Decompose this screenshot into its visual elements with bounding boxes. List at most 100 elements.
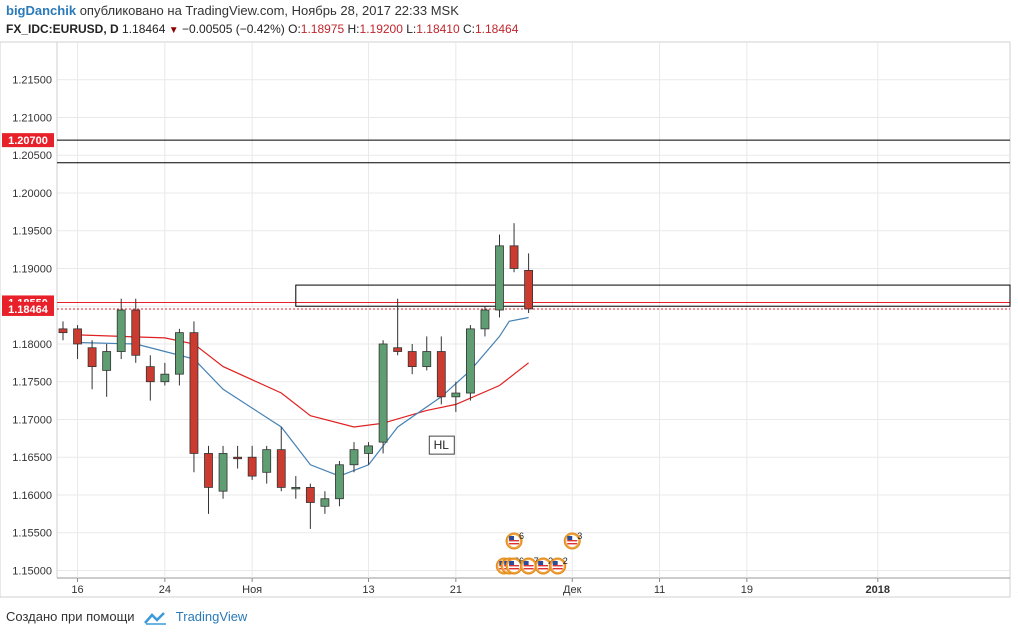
candle[interactable]: [335, 460, 344, 507]
candle-body: [378, 343, 388, 443]
candle[interactable]: [524, 253, 533, 314]
event-count: 6: [519, 531, 524, 541]
y-tick-label: 1.21000: [12, 112, 52, 124]
hl-annotation-box[interactable]: [428, 435, 455, 455]
author-link[interactable]: bigDanchik: [6, 3, 77, 18]
candle-body: [204, 453, 213, 488]
event-count: 3: [577, 531, 582, 541]
candle-body: [189, 332, 199, 454]
candle[interactable]: [145, 355, 155, 401]
created-with-text: Создано при помощи: [6, 609, 135, 624]
y-tick-label: 1.17000: [12, 414, 52, 426]
y-tick-label: 1.18000: [12, 339, 52, 351]
candle-body: [102, 351, 112, 371]
candle[interactable]: [480, 306, 490, 337]
candle-body: [262, 449, 272, 473]
candle[interactable]: [218, 445, 228, 499]
y-tick-label: 1.21500: [12, 75, 52, 87]
candle-body: [495, 245, 504, 311]
price-tag: 1.18464: [2, 301, 54, 316]
candle-body: [407, 351, 417, 368]
candle[interactable]: [465, 325, 475, 401]
candle[interactable]: [407, 343, 417, 375]
candle[interactable]: [247, 445, 257, 480]
economic-event-icon[interactable]: 2: [549, 556, 568, 575]
x-tick-label: 2018: [866, 584, 890, 596]
economic-event-icon[interactable]: 3: [563, 531, 582, 550]
candle-body: [145, 366, 155, 383]
candle[interactable]: [87, 340, 97, 390]
candle[interactable]: [73, 325, 82, 360]
candle[interactable]: [393, 298, 403, 356]
candle[interactable]: [422, 336, 432, 371]
y-tick-label: 1.17500: [12, 377, 52, 389]
y-tick-label: 1.19000: [12, 263, 52, 275]
candle[interactable]: [204, 445, 213, 514]
published-text: опубликовано на TradingView.com, Ноябрь …: [79, 3, 459, 18]
candle-body: [465, 328, 475, 394]
economic-event-icon[interactable]: 6: [505, 556, 524, 575]
candle[interactable]: [451, 381, 461, 412]
y-tick-label: 1.16500: [12, 452, 52, 464]
last-price: 1.18464: [122, 22, 166, 36]
candle[interactable]: [189, 321, 199, 473]
candle[interactable]: [58, 321, 68, 341]
candle-body: [335, 464, 344, 500]
footer: Создано при помощи TradingView: [6, 609, 247, 625]
candle[interactable]: [131, 298, 141, 363]
x-tick-label: 11: [654, 584, 665, 596]
candle[interactable]: [276, 427, 286, 492]
candle[interactable]: [495, 234, 504, 318]
candle-body: [87, 347, 97, 368]
candle-body: [58, 328, 68, 334]
event-count: 2: [548, 556, 553, 566]
candle[interactable]: [262, 445, 272, 484]
y-tick-label: 1.20000: [12, 188, 52, 200]
open-value: 1.18975: [300, 22, 345, 36]
symbol-name[interactable]: FX_IDC:EURUSD, D: [6, 22, 119, 36]
y-tick-label: 1.15500: [12, 528, 52, 540]
candle[interactable]: [509, 223, 519, 273]
candle-body: [218, 453, 228, 492]
candle[interactable]: [116, 298, 126, 360]
candle-body: [422, 351, 432, 368]
candle[interactable]: [436, 336, 446, 405]
economic-event-icon[interactable]: 6: [505, 531, 524, 550]
candle[interactable]: [174, 328, 184, 386]
candle-body: [233, 456, 243, 460]
tradingview-link[interactable]: TradingView: [175, 609, 248, 624]
low-value: 1.18410: [416, 22, 460, 36]
y-tick-label: 1.20500: [12, 150, 52, 162]
candle[interactable]: [378, 340, 388, 454]
candle-body: [174, 332, 184, 375]
candle[interactable]: [320, 491, 330, 514]
candle[interactable]: [291, 476, 301, 499]
high-value: 1.19200: [359, 22, 403, 36]
candle-body: [436, 351, 446, 398]
x-tick-label: 24: [159, 584, 171, 596]
ema-fast-line: [77, 316, 529, 477]
y-tick-label: 1.19500: [12, 226, 52, 238]
zone-rectangle[interactable]: [295, 284, 1011, 307]
open-label: O:: [288, 22, 301, 36]
high-label: H:: [347, 22, 360, 36]
y-tick-label: 1.16000: [12, 490, 52, 502]
candle[interactable]: [102, 343, 112, 397]
candle-body: [276, 449, 286, 488]
candle[interactable]: [233, 445, 243, 469]
candle[interactable]: [160, 362, 170, 386]
symbol-legend: FX_IDC:EURUSD, D 1.18464 ▼ −0.00505 (−0.…: [6, 22, 518, 36]
candle[interactable]: [305, 483, 315, 529]
price-tag-label: 1.18464: [8, 304, 49, 316]
y-tick-label: 1.15000: [12, 565, 52, 577]
candle[interactable]: [349, 442, 359, 473]
candle[interactable]: [364, 442, 373, 465]
price-chart[interactable]: 6366722 HL 1.150001.155001.160001.165001…: [0, 0, 1018, 600]
close-value: 1.18464: [475, 22, 519, 36]
candle-body: [116, 309, 126, 352]
economic-event-icon[interactable]: 2: [534, 556, 553, 575]
candle-body: [131, 309, 141, 356]
candle-body: [524, 269, 533, 310]
x-tick-label: Ноя: [242, 584, 262, 596]
x-tick-label: 21: [450, 584, 462, 596]
